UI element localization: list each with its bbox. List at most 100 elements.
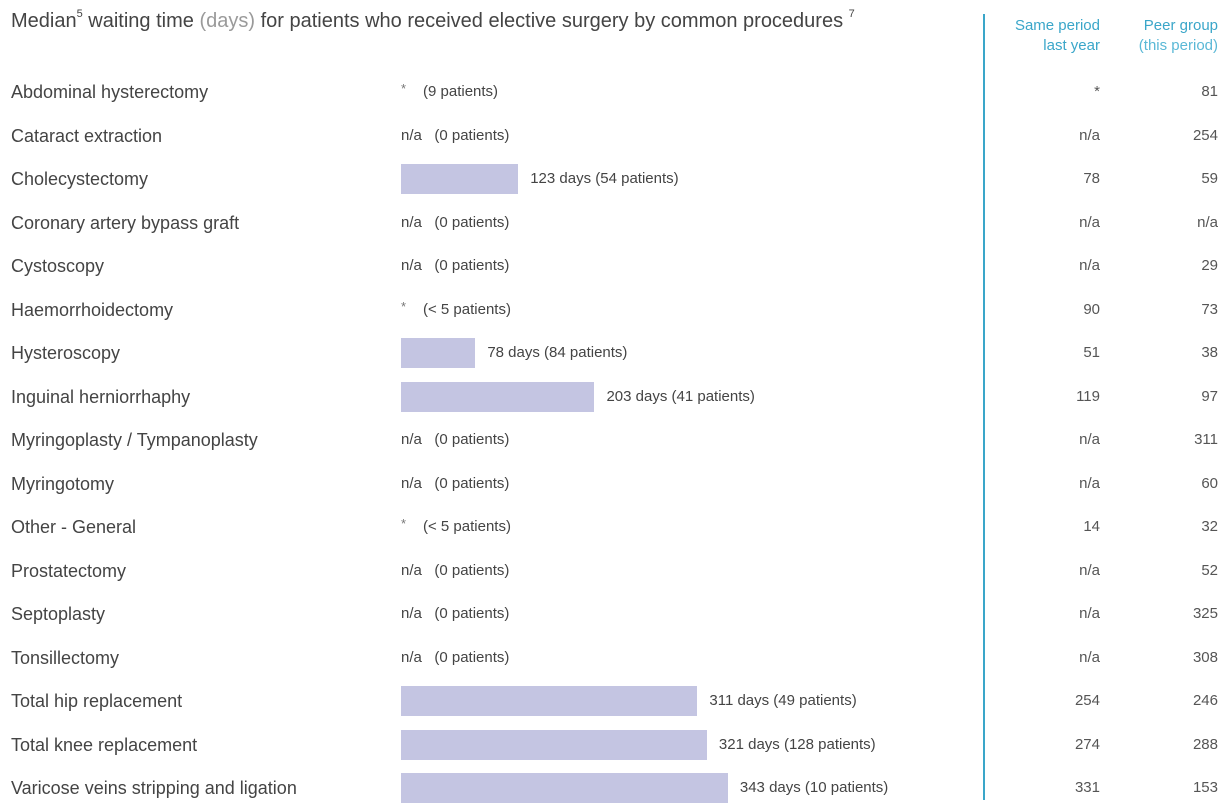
peer-group-value: n/a: [1197, 213, 1218, 231]
value-label: n/a (0 patients): [401, 126, 510, 144]
table-row: Tonsillectomy n/a (0 patients) n/a 308: [0, 638, 1224, 678]
table-row: Myringotomy n/a (0 patients) n/a 60: [0, 464, 1224, 504]
value-label: 321 days (128 patients): [718, 735, 876, 753]
table-row: Haemorrhoidectomy * (< 5 patients) 90 73: [0, 290, 1224, 330]
same-period-value: 331: [1074, 779, 1100, 796]
table-row: Other - General * (< 5 patients) 14 32: [0, 507, 1224, 547]
title-suffix: for patients who received elective surge…: [255, 10, 849, 32]
chart-title: Median5 waiting time (days) for patients…: [11, 8, 855, 33]
procedure-label: Abdominal hysterectomy: [11, 82, 209, 102]
procedure-label: Inguinal herniorrhaphy: [11, 386, 191, 407]
peer-group-value: 38: [1201, 344, 1218, 361]
table-row: Cystoscopy n/a (0 patients) n/a 29: [0, 246, 1224, 286]
value-label: n/a (0 patients): [401, 474, 510, 492]
same-period-header: Same period last year: [1000, 16, 1100, 56]
value-label: n/a (0 patients): [401, 431, 510, 448]
same-period-value: 119: [1076, 387, 1100, 405]
table-row: Hysteroscopy 78 days (84 patients) 51 38: [0, 333, 1224, 373]
peer-group-value: 81: [1201, 83, 1218, 100]
title-footnote-5: 5: [76, 8, 83, 21]
procedure-label: Cataract extraction: [11, 125, 163, 146]
peer-group-header-line1: Peer group: [1143, 17, 1218, 34]
same-period-header-line2: last year: [1043, 37, 1100, 54]
value-label: 311 days (49 patients): [709, 692, 857, 709]
procedure-label: Total hip replacement: [11, 691, 183, 711]
waiting-time-bar: [401, 686, 698, 716]
same-period-value: n/a: [1079, 126, 1100, 144]
table-row: Prostatectomy n/a (0 patients) n/a 52: [0, 551, 1224, 591]
peer-group-header-line2: (this period): [1138, 37, 1218, 54]
table-row: Inguinal herniorrhaphy 203 days (41 patie…: [0, 377, 1224, 417]
same-period-value: n/a: [1079, 474, 1100, 492]
table-row: Varicose veins stripping and ligation 343…: [0, 768, 1224, 808]
peer-group-value: 246: [1192, 692, 1218, 709]
procedure-label: Total knee replacement: [11, 734, 198, 755]
value-label: 343 days (10 patients): [739, 779, 889, 796]
value-label: 78 days (84 patients): [487, 344, 628, 361]
table-row: Abdominal hysterectomy * (9 patients) * 81: [0, 72, 1224, 112]
suppressed-mark: *: [401, 81, 407, 96]
peer-group-value: 325: [1192, 605, 1218, 622]
table-row: Cataract extraction n/a (0 patients) n/a 25…: [0, 116, 1224, 156]
value-label: 203 days (41 patients): [606, 387, 755, 405]
procedure-label: Prostatectomy: [11, 560, 127, 581]
same-period-value: *: [1094, 83, 1100, 100]
same-period-value: n/a: [1079, 431, 1100, 448]
waiting-time-bar: [401, 773, 728, 803]
value-label: 123 days (54 patients): [530, 170, 679, 187]
value-label: n/a (0 patients): [401, 213, 510, 231]
procedure-label: Hysteroscopy: [11, 343, 121, 363]
column-divider: [983, 14, 985, 800]
procedure-label: Other - General: [11, 517, 137, 537]
peer-group-value: 288: [1192, 735, 1218, 753]
title-prefix: Median: [11, 10, 77, 32]
same-period-value: n/a: [1079, 213, 1100, 231]
same-period-value: 90: [1083, 300, 1100, 318]
procedure-label: Haemorrhoidectomy: [11, 299, 174, 320]
procedure-label: Tonsillectomy: [11, 647, 120, 668]
table-row: Total hip replacement 311 days (49 patien…: [0, 681, 1224, 721]
same-period-value: 14: [1083, 518, 1100, 535]
value-label: (< 5 patients): [423, 518, 511, 535]
table-row: Septoplasty n/a (0 patients) n/a 325: [0, 594, 1224, 634]
procedure-label: Myringoplasty / Tympanoplasty: [11, 430, 258, 450]
same-period-value: 254: [1074, 692, 1100, 709]
waiting-time-bar: [401, 338, 476, 368]
procedure-label: Varicose veins stripping and ligation: [11, 778, 297, 798]
waiting-time-bar: [401, 164, 519, 194]
procedure-label: Coronary artery bypass graft: [11, 212, 240, 233]
procedure-label: Myringotomy: [11, 473, 115, 494]
peer-group-value: 311: [1194, 431, 1218, 448]
peer-group-value: 60: [1201, 474, 1218, 492]
table-row: Cholecystectomy 123 days (54 patients) 78 5…: [0, 159, 1224, 199]
waiting-time-bar: [401, 729, 707, 760]
table-row: Myringoplasty / Tympanoplasty n/a (0 pati…: [0, 420, 1224, 460]
peer-group-value: 308: [1192, 648, 1218, 666]
peer-group-value: 32: [1201, 518, 1218, 535]
suppressed-mark: *: [401, 516, 407, 531]
value-label: n/a (0 patients): [401, 561, 510, 579]
peer-group-value: 254: [1192, 126, 1218, 144]
same-period-value: 78: [1083, 170, 1100, 187]
same-period-value: n/a: [1079, 561, 1100, 579]
peer-group-value: 29: [1201, 257, 1218, 274]
value-label: n/a (0 patients): [401, 605, 510, 622]
title-unit: (days): [199, 10, 256, 32]
procedure-label: Cystoscopy: [11, 256, 105, 276]
peer-group-value: 59: [1201, 170, 1218, 187]
peer-group-value: 153: [1192, 779, 1218, 796]
same-period-value: n/a: [1079, 257, 1100, 274]
value-label: (< 5 patients): [423, 300, 511, 318]
procedure-label: Cholecystectomy: [11, 169, 149, 189]
peer-group-value: 97: [1201, 387, 1218, 405]
procedure-label: Septoplasty: [11, 604, 106, 624]
title-middle: waiting time: [82, 10, 200, 32]
value-label: n/a (0 patients): [401, 257, 510, 274]
same-period-value: n/a: [1079, 605, 1100, 622]
peer-group-value: 52: [1201, 561, 1218, 579]
value-label: n/a (0 patients): [401, 648, 510, 666]
title-footnote-7: 7: [848, 8, 855, 21]
peer-group-header: Peer group (this period): [1120, 16, 1218, 56]
table-row: Total knee replacement 321 days (128 pati…: [0, 725, 1224, 765]
